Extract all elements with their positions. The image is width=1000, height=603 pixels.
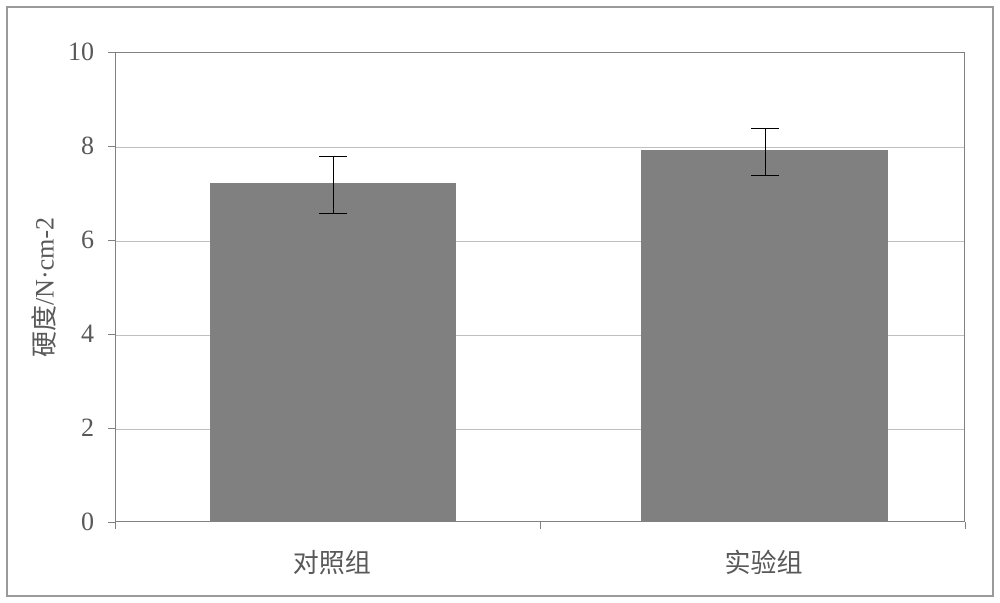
- bar: [210, 183, 457, 521]
- gridline: [116, 147, 964, 148]
- y-axis-title: 硬度/N·cm-2: [25, 217, 62, 357]
- error-bar-cap-bottom: [319, 213, 347, 214]
- y-tick-mark: [108, 428, 115, 429]
- x-tick-mark: [115, 522, 116, 529]
- y-tick-mark: [108, 146, 115, 147]
- bar: [641, 150, 888, 521]
- y-tick-mark: [108, 52, 115, 53]
- y-tick-label: 10: [68, 37, 94, 67]
- y-tick-label: 8: [81, 131, 94, 161]
- y-tick-label: 2: [81, 413, 94, 443]
- y-tick-label: 6: [81, 225, 94, 255]
- x-tick-label: 实验组: [725, 543, 803, 580]
- bar-chart: 硬度/N·cm-2 0 2 4 6 8 10 对照组 实验组: [0, 0, 1000, 603]
- plot-area: [115, 52, 965, 522]
- error-bar-cap-top: [319, 156, 347, 157]
- y-tick-label: 4: [81, 319, 94, 349]
- error-bar-stem: [765, 128, 766, 175]
- y-tick-mark: [108, 240, 115, 241]
- x-tick-label: 对照组: [293, 543, 371, 580]
- y-tick-mark: [108, 334, 115, 335]
- x-tick-mark: [540, 522, 541, 529]
- y-tick-mark: [108, 522, 115, 523]
- error-bar-cap-bottom: [751, 175, 779, 176]
- error-bar-cap-top: [751, 128, 779, 129]
- y-tick-label: 0: [81, 507, 94, 537]
- error-bar-stem: [333, 156, 334, 212]
- x-tick-mark: [965, 522, 966, 529]
